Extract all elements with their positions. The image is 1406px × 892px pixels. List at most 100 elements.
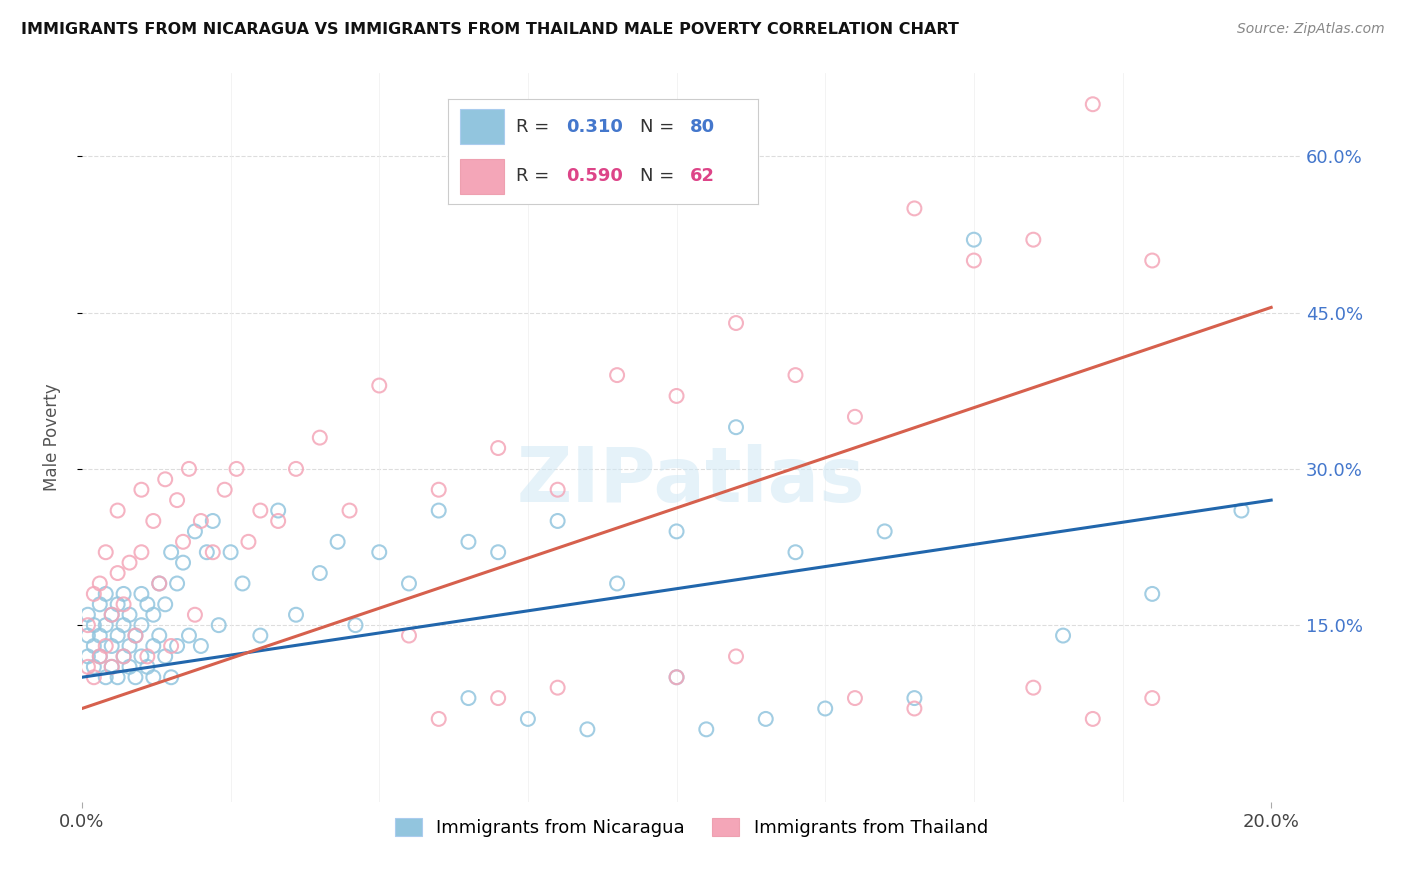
- Point: [219, 545, 242, 559]
- Text: IMMIGRANTS FROM NICARAGUA VS IMMIGRANTS FROM THAILAND MALE POVERTY CORRELATION C: IMMIGRANTS FROM NICARAGUA VS IMMIGRANTS …: [21, 22, 959, 37]
- Point: [486, 441, 509, 455]
- Point: [124, 629, 146, 643]
- Point: [903, 202, 925, 216]
- Point: [112, 587, 135, 601]
- Point: [118, 639, 141, 653]
- Point: [249, 629, 271, 643]
- Point: [83, 670, 105, 684]
- Y-axis label: Male Poverty: Male Poverty: [44, 384, 60, 491]
- Point: [339, 503, 361, 517]
- Point: [785, 545, 807, 559]
- Point: [94, 670, 117, 684]
- Point: [1081, 97, 1104, 112]
- Point: [963, 253, 986, 268]
- Point: [83, 639, 105, 653]
- Point: [665, 670, 688, 684]
- Point: [1022, 681, 1045, 695]
- Point: [231, 576, 253, 591]
- Point: [1142, 691, 1164, 706]
- Point: [77, 629, 100, 643]
- Point: [665, 670, 688, 684]
- Point: [606, 368, 628, 383]
- Point: [1052, 629, 1074, 643]
- Point: [1142, 253, 1164, 268]
- Point: [100, 607, 122, 622]
- Point: [89, 649, 111, 664]
- Point: [903, 701, 925, 715]
- Point: [190, 639, 212, 653]
- Point: [118, 660, 141, 674]
- Point: [190, 514, 212, 528]
- Point: [107, 503, 129, 517]
- Point: [238, 534, 260, 549]
- Point: [107, 670, 129, 684]
- Point: [172, 534, 194, 549]
- Point: [94, 618, 117, 632]
- Point: [547, 681, 569, 695]
- Point: [427, 483, 450, 497]
- Point: [153, 597, 176, 611]
- Point: [136, 660, 159, 674]
- Point: [142, 670, 165, 684]
- Point: [457, 534, 479, 549]
- Point: [285, 462, 308, 476]
- Point: [195, 545, 218, 559]
- Point: [844, 691, 866, 706]
- Point: [142, 607, 165, 622]
- Point: [153, 472, 176, 486]
- Point: [100, 660, 122, 674]
- Point: [368, 545, 391, 559]
- Point: [1230, 503, 1253, 517]
- Point: [267, 503, 290, 517]
- Point: [285, 607, 308, 622]
- Point: [457, 691, 479, 706]
- Point: [903, 691, 925, 706]
- Point: [724, 420, 747, 434]
- Point: [873, 524, 896, 539]
- Point: [112, 597, 135, 611]
- Point: [201, 545, 224, 559]
- Point: [606, 576, 628, 591]
- Point: [785, 368, 807, 383]
- Point: [131, 649, 153, 664]
- Point: [100, 660, 122, 674]
- Point: [83, 660, 105, 674]
- Point: [131, 618, 153, 632]
- Point: [1022, 233, 1045, 247]
- Point: [118, 607, 141, 622]
- Point: [148, 629, 170, 643]
- Text: Source: ZipAtlas.com: Source: ZipAtlas.com: [1237, 22, 1385, 37]
- Point: [148, 576, 170, 591]
- Point: [89, 649, 111, 664]
- Point: [427, 503, 450, 517]
- Point: [142, 514, 165, 528]
- Point: [89, 576, 111, 591]
- Point: [94, 545, 117, 559]
- Point: [1081, 712, 1104, 726]
- Point: [249, 503, 271, 517]
- Point: [77, 607, 100, 622]
- Point: [724, 316, 747, 330]
- Point: [177, 462, 200, 476]
- Point: [83, 618, 105, 632]
- Point: [107, 566, 129, 580]
- Point: [547, 483, 569, 497]
- Point: [136, 649, 159, 664]
- Point: [136, 597, 159, 611]
- Point: [225, 462, 247, 476]
- Point: [344, 618, 367, 632]
- Point: [100, 607, 122, 622]
- Point: [516, 712, 538, 726]
- Point: [166, 639, 188, 653]
- Point: [201, 514, 224, 528]
- Point: [142, 639, 165, 653]
- Point: [308, 566, 330, 580]
- Point: [112, 618, 135, 632]
- Point: [124, 670, 146, 684]
- Point: [89, 629, 111, 643]
- Point: [368, 378, 391, 392]
- Point: [107, 629, 129, 643]
- Point: [166, 493, 188, 508]
- Point: [112, 649, 135, 664]
- Point: [107, 597, 129, 611]
